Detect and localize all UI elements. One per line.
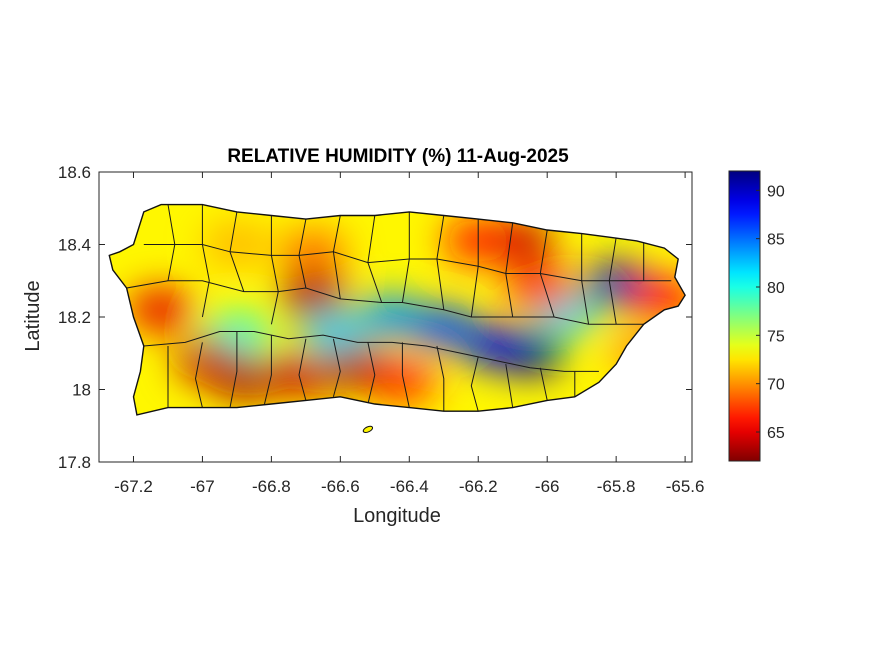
municipality-boundary-18 (194, 342, 203, 408)
y-tick-label: 18.4 (58, 236, 91, 255)
colorbar-tick-label: 65 (767, 425, 785, 442)
x-tick-label: -66.6 (321, 477, 360, 496)
municipality-boundary-24 (401, 342, 410, 408)
humidity-feature-3 (358, 295, 427, 339)
x-axis-label: Longitude (353, 505, 441, 527)
y-tick-label: 17.8 (58, 453, 91, 472)
humidity-heatmap (109, 204, 686, 415)
municipality-boundaries (126, 204, 672, 412)
y-tick-label: 18.2 (58, 308, 91, 327)
municipality-boundary-28 (539, 367, 548, 401)
colorbar-tick-label: 75 (767, 328, 785, 345)
municipality-boundary-19 (229, 331, 238, 408)
colorbar-tick-label: 70 (767, 377, 785, 394)
colorbar-ticks: 65 70 75 80 85 90 (756, 183, 785, 442)
island-outline (108, 203, 686, 416)
x-tick-label: -66.4 (390, 477, 429, 496)
municipality-boundary-16 (143, 331, 599, 372)
municipality-boundary-3 (270, 215, 279, 325)
colorbar-gradient (728, 170, 761, 462)
x-tick-label: -66.8 (252, 477, 291, 496)
municipality-boundary-30 (143, 244, 672, 282)
colorbar-tick-label: 90 (767, 183, 785, 200)
humidity-feature-12 (278, 273, 347, 318)
municipality-boundary-15 (126, 280, 644, 325)
x-axis: -67.2 -67 -66.8 -66.6 -66.4 -66.2 -66 -65.8 -65.… (114, 172, 704, 496)
municipality-boundary-22 (332, 338, 341, 397)
municipality-boundary-25 (436, 345, 445, 412)
municipality-boundary-26 (470, 356, 479, 412)
colorbar: 65 70 75 80 85 90 (728, 170, 785, 462)
y-tick-label: 18.6 (58, 163, 91, 182)
municipality-boundary-27 (505, 364, 514, 408)
x-tick-label: -66.2 (459, 477, 498, 496)
humidity-feature-18 (368, 360, 437, 405)
x-tick-label: -66 (535, 477, 560, 496)
y-axis-label: Latitude (22, 280, 44, 351)
x-tick-label: -65.8 (597, 477, 636, 496)
humidity-feature-15 (127, 287, 196, 332)
chart-title: RELATIVE HUMIDITY (%) 11-Aug-2025 (227, 146, 569, 167)
y-axis: 17.8 18 18.2 18.4 18.6 (58, 163, 692, 472)
x-tick-label: -67 (190, 477, 215, 496)
humidity-feature-4 (299, 309, 368, 354)
x-tick-label: -67.2 (114, 477, 153, 496)
humidity-feature-19 (278, 229, 347, 274)
municipality-boundary-20 (264, 335, 272, 405)
colorbar-tick-label: 85 (767, 232, 785, 249)
municipality-boundary-1 (201, 204, 210, 318)
humidity-feature-20 (202, 222, 271, 267)
colorbar-tick-label: 80 (767, 280, 785, 297)
small-island-0 (362, 425, 374, 433)
humidity-feature-11 (175, 338, 244, 383)
x-tick-label: -65.6 (666, 477, 705, 496)
y-tick-label: 18 (72, 381, 91, 400)
municipality-boundary-23 (367, 342, 376, 405)
municipality-boundary-21 (298, 338, 307, 401)
small-islands (362, 425, 374, 433)
humidity-feature-5 (409, 305, 478, 350)
